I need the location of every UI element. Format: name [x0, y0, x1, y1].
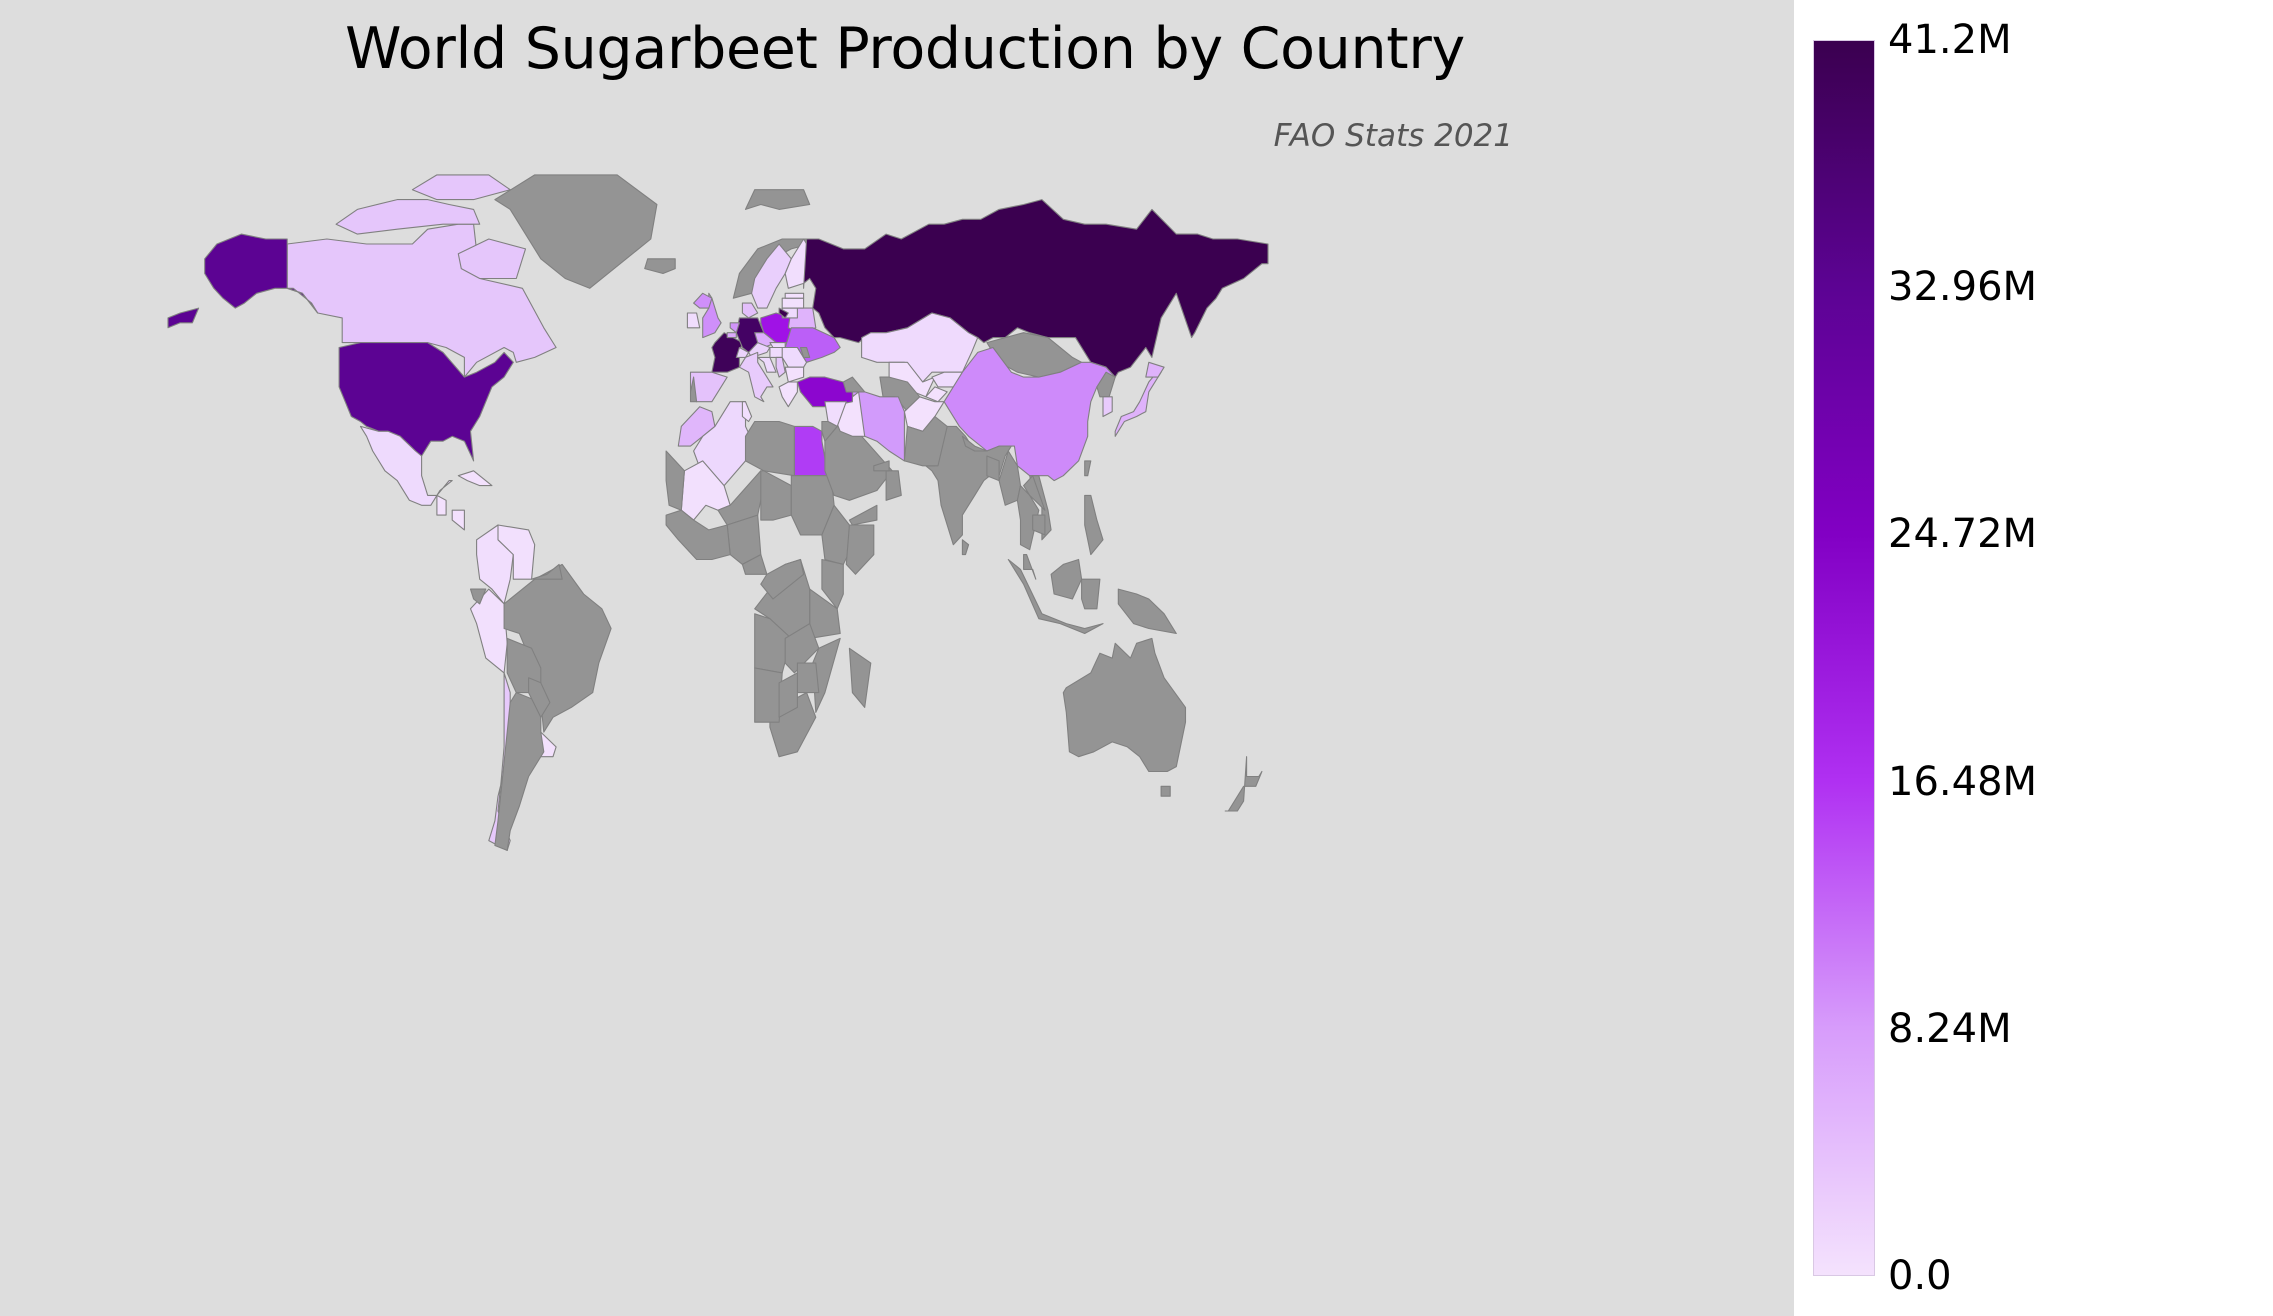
country-australia[interactable] — [1160, 785, 1171, 797]
country-argentina[interactable] — [494, 692, 545, 851]
colorbar-tick-1: 32.96M — [1888, 264, 2038, 311]
country-chad[interactable] — [760, 470, 792, 521]
country-mexico[interactable] — [359, 425, 453, 506]
country-italy[interactable] — [738, 351, 774, 403]
country-malaysia[interactable] — [1023, 554, 1037, 580]
country-paraguay[interactable] — [528, 677, 551, 718]
country-zambia[interactable] — [784, 623, 820, 674]
country-ukraine[interactable] — [784, 327, 841, 363]
country-north-korea[interactable] — [1096, 371, 1116, 398]
country-netherlands[interactable] — [729, 322, 740, 334]
world-map[interactable] — [0, 0, 1794, 1316]
country-borneo[interactable] — [1050, 558, 1083, 600]
country-somalia[interactable] — [845, 524, 875, 575]
country-svalbard[interactable] — [744, 189, 811, 210]
country-philippines[interactable] — [1084, 494, 1104, 556]
country-yemen[interactable] — [848, 504, 878, 526]
country-cuba[interactable] — [457, 470, 493, 487]
country-sri-lanka[interactable] — [961, 539, 970, 556]
country-indonesia[interactable] — [1007, 558, 1104, 635]
country-serbia[interactable] — [775, 356, 786, 378]
country-portugal[interactable] — [689, 376, 698, 403]
country-syria[interactable] — [824, 401, 847, 427]
country-united-states-of-america[interactable] — [338, 342, 514, 462]
country-united-kingdom[interactable] — [693, 292, 713, 309]
country-australia[interactable] — [1062, 637, 1187, 773]
country-greenland[interactable] — [494, 174, 658, 289]
country-guatemala[interactable] — [436, 494, 447, 516]
country-russia[interactable] — [778, 307, 789, 319]
country-estonia[interactable] — [784, 292, 805, 299]
country-united-states-of-america[interactable] — [204, 233, 319, 314]
colorbar-tick-3: 16.48M — [1888, 758, 2038, 805]
country-bangladesh[interactable] — [986, 455, 1000, 482]
country-taiwan[interactable] — [1084, 460, 1092, 477]
colorbar-tick-2: 24.72M — [1888, 511, 2038, 558]
country-israel-jordan[interactable] — [821, 420, 838, 442]
country-cameroon[interactable] — [741, 554, 768, 575]
country-ireland[interactable] — [686, 312, 701, 329]
country-zimbabwe[interactable] — [796, 662, 820, 694]
countries-layer — [167, 174, 1269, 851]
country-kenya[interactable] — [821, 558, 844, 610]
colorbar-tick-0: 41.2M — [1888, 17, 2012, 63]
country-oman[interactable] — [885, 470, 902, 501]
country-canada[interactable] — [457, 238, 527, 280]
country-tunisia[interactable] — [741, 401, 753, 423]
country-moldova[interactable] — [799, 346, 811, 358]
country-slovakia[interactable] — [769, 342, 786, 349]
country-belgium[interactable] — [726, 332, 737, 339]
country-canada[interactable] — [335, 199, 481, 235]
country-turkey[interactable] — [796, 376, 853, 408]
country-france[interactable] — [711, 332, 743, 373]
country-canada[interactable] — [411, 174, 511, 201]
country-libya[interactable] — [744, 420, 795, 477]
country-iceland[interactable] — [644, 258, 676, 275]
country-greece[interactable] — [778, 381, 798, 408]
country-ecuador[interactable] — [469, 588, 487, 605]
country-cambodia[interactable] — [1032, 514, 1046, 536]
country-bulgaria[interactable] — [784, 366, 805, 383]
country-central-africa[interactable] — [760, 558, 805, 600]
country-nepal[interactable] — [961, 435, 988, 452]
map-panel — [0, 0, 1794, 1316]
country-croatia[interactable] — [757, 356, 777, 373]
country-sulawesi[interactable] — [1081, 578, 1101, 610]
colorbar-gradient[interactable] — [1813, 40, 1875, 1276]
country-botswana[interactable] — [778, 672, 798, 718]
country-mozambique[interactable] — [812, 637, 841, 713]
country-peru[interactable] — [469, 588, 508, 674]
country-guyanas[interactable] — [531, 563, 563, 580]
country-new-zealand[interactable] — [1224, 756, 1263, 812]
country-namibia[interactable] — [754, 667, 783, 723]
country-kazakhstan[interactable] — [861, 312, 979, 383]
country-switzerland[interactable] — [735, 346, 750, 358]
country-morocco[interactable] — [677, 406, 716, 447]
country-mauritania[interactable] — [665, 450, 685, 511]
country-canada[interactable] — [286, 223, 557, 378]
country-japan[interactable] — [1145, 361, 1165, 378]
country-latvia[interactable] — [781, 297, 805, 309]
country-nicaragua[interactable] — [451, 509, 465, 531]
colorbar-tick-5: 0.0 — [1888, 1253, 1952, 1299]
country-laos[interactable] — [1023, 475, 1046, 511]
country-united-states-of-america[interactable] — [167, 307, 200, 329]
country-papua[interactable] — [1117, 588, 1177, 635]
country-madagascar[interactable] — [848, 647, 872, 708]
country-caucasus[interactable] — [842, 376, 866, 393]
country-west-africa[interactable] — [665, 509, 731, 561]
country-tajikistan[interactable] — [925, 386, 948, 403]
colorbar-tick-4: 8.24M — [1888, 1005, 2012, 1052]
country-denmark[interactable] — [741, 302, 759, 319]
colorbar-panel: 41.2M 32.96M 24.72M 16.48M 8.24M 0.0 — [1794, 0, 2273, 1316]
country-south-korea[interactable] — [1102, 396, 1113, 418]
country-pakistan[interactable] — [903, 415, 948, 467]
country-uae-qatar[interactable] — [873, 460, 890, 472]
country-venezuela[interactable] — [497, 524, 536, 580]
